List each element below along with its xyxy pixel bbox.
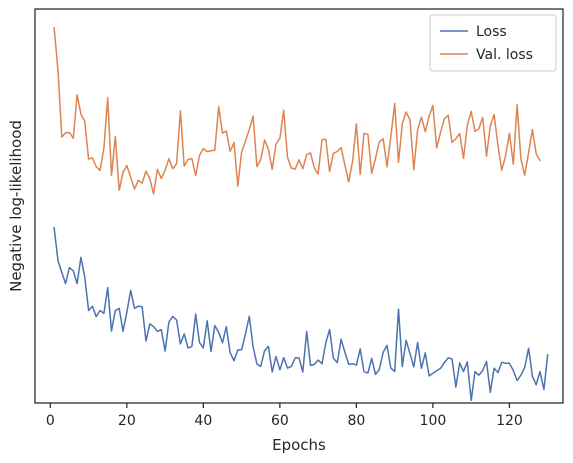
x-tick-label: 40 [194, 413, 212, 429]
x-tick-label: 80 [347, 413, 365, 429]
legend-box [429, 14, 557, 72]
x-axis-label: Epochs [272, 436, 326, 454]
legend: Loss Val. loss [429, 14, 557, 72]
x-tick-label: 100 [420, 413, 447, 429]
series-line-loss [53, 226, 549, 402]
axes-frame [34, 8, 564, 404]
y-axis-label: Negative log-likelihood [7, 120, 25, 292]
plot-area: 0 20 40 60 80 100 120 [34, 8, 564, 429]
series-line-val-loss [53, 26, 541, 195]
legend-label: Loss [476, 24, 507, 40]
x-tick-label: 20 [118, 413, 136, 429]
x-tick-label: 60 [271, 413, 289, 429]
x-axis-ticks: 0 20 40 60 80 100 120 [46, 403, 523, 429]
legend-label: Val. loss [476, 47, 533, 63]
series-layer [53, 26, 549, 402]
x-tick-label: 0 [46, 413, 55, 429]
x-tick-label: 120 [496, 413, 523, 429]
